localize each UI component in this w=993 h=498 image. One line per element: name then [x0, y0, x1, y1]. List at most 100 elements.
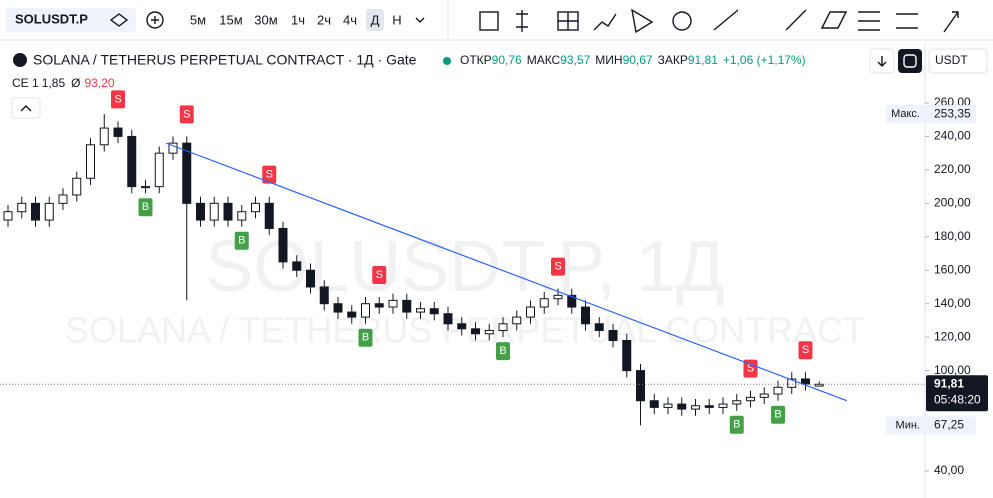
- candle-body: [553, 294, 563, 300]
- candle-body: [278, 227, 288, 263]
- candle-body: [704, 405, 714, 408]
- toolbar-bg: [0, 0, 993, 40]
- currency-select[interactable]: [928, 48, 988, 74]
- range-name: Мин.: [896, 419, 920, 431]
- interval[interactable]: 4ч: [343, 12, 357, 27]
- interval[interactable]: Н: [392, 12, 401, 27]
- candle-body: [319, 286, 329, 305]
- y-tick-label: 160,00: [934, 262, 971, 276]
- candle-body: [86, 144, 95, 179]
- signal-label: B: [362, 332, 369, 344]
- add-icon[interactable]: [146, 11, 164, 29]
- signal-label: S: [802, 344, 809, 356]
- range-value: 67,25: [934, 418, 964, 432]
- candle-body: [237, 211, 247, 221]
- tool-channel[interactable]: [820, 11, 848, 29]
- candle-body: [622, 340, 632, 372]
- candle-body: [209, 202, 219, 221]
- candle-body: [801, 378, 810, 385]
- candle-body: [773, 386, 783, 395]
- tool-path[interactable]: [593, 13, 617, 31]
- y-tick-label: 40,00: [934, 463, 964, 477]
- signal-label: B: [499, 345, 506, 357]
- symbol[interactable]: SOLUSDT.P: [15, 11, 88, 26]
- ohlc: ОТКР90,76 МАКС93,57 МИН90,67 ЗАКР91,81 +1,06…: [460, 53, 806, 67]
- interval[interactable]: Д: [371, 12, 380, 27]
- signal-badge: [496, 342, 510, 361]
- tool-range[interactable]: [896, 13, 918, 29]
- y-tick-label: 220,00: [934, 162, 971, 176]
- signal-label: B: [238, 235, 245, 247]
- price-label-box: [926, 375, 988, 412]
- signal-badge: [551, 257, 565, 276]
- candle-body: [154, 152, 164, 188]
- candle-body: [759, 393, 769, 398]
- y-tick-label: 140,00: [934, 296, 971, 310]
- tool-cross-lines: [558, 12, 578, 30]
- candle-body: [58, 194, 68, 204]
- candle-body: [72, 177, 82, 196]
- close-value: 91,81: [688, 53, 718, 67]
- range-value: 253,35: [934, 106, 971, 120]
- candle-body: [347, 311, 357, 318]
- tool-rect[interactable]: [479, 11, 499, 31]
- interval[interactable]: 1ч: [291, 12, 305, 27]
- open-label: ОТКР: [460, 53, 492, 67]
- y-tick-label: 200,00: [934, 196, 971, 210]
- candle-body: [182, 142, 192, 204]
- price-label: 91,81: [934, 376, 964, 390]
- indicator-value: 1,85: [42, 76, 66, 90]
- signal-label: S: [266, 169, 273, 181]
- watermark: SOLANA / TETHERUS PERPETUAL CONTRACT: [65, 310, 865, 351]
- watermark: SOLUSDT.P, 1Д: [205, 227, 725, 307]
- down-icon: [877, 56, 887, 67]
- candle-body: [99, 127, 109, 146]
- indicator: СЕ 1 1,85 Ø 93,20: [12, 76, 115, 90]
- candle-body: [31, 202, 40, 221]
- collapse-button[interactable]: [11, 97, 41, 119]
- tool-ray[interactable]: [785, 9, 807, 31]
- tool-hlines[interactable]: [858, 11, 880, 31]
- high-label: МАКС: [527, 53, 561, 67]
- mode-button[interactable]: [898, 49, 922, 73]
- interval[interactable]: 30м: [254, 12, 277, 27]
- candle-body: [141, 186, 150, 189]
- symbol-box[interactable]: [6, 8, 136, 32]
- candle-body: [374, 303, 384, 308]
- legend-title: SOLANA / TETHERUS PERPETUAL CONTRACT · 1…: [33, 52, 417, 68]
- candle-body: [443, 313, 453, 325]
- candle-body: [168, 142, 178, 154]
- candle-body: [429, 308, 439, 315]
- signal-badge: [743, 359, 758, 378]
- tool-line[interactable]: [713, 9, 739, 31]
- interval[interactable]: 5м: [190, 12, 206, 27]
- tool-fib[interactable]: [516, 10, 528, 32]
- interval[interactable]: 15м: [219, 12, 242, 27]
- candle-body: [581, 306, 590, 325]
- tool-circle[interactable]: [672, 11, 692, 31]
- y-tick-label: 100,00: [934, 363, 971, 377]
- y-tick-label: 120,00: [934, 329, 971, 343]
- candle-body: [787, 378, 797, 388]
- interval-dropdown[interactable]: [415, 17, 425, 23]
- signal-badge: [798, 341, 813, 360]
- candle-body: [471, 328, 480, 335]
- countdown: 05:48:20: [934, 392, 981, 406]
- signal-label: S: [376, 269, 383, 281]
- candle-body: [718, 403, 728, 408]
- tool-arrow[interactable]: [943, 11, 959, 33]
- candle-body: [251, 202, 260, 213]
- watchlist-icon[interactable]: [109, 13, 129, 27]
- candle-body: [196, 202, 205, 221]
- tool-pattern[interactable]: [631, 8, 654, 34]
- candle-body: [416, 308, 425, 313]
- range-name-box: [886, 105, 924, 124]
- signal-label: S: [183, 108, 190, 120]
- interval[interactable]: 2ч: [317, 12, 331, 27]
- signal-label: S: [114, 93, 121, 105]
- open-value: 90,76: [492, 53, 522, 67]
- range-value-box: [926, 105, 976, 124]
- currency[interactable]: USDT: [935, 53, 968, 67]
